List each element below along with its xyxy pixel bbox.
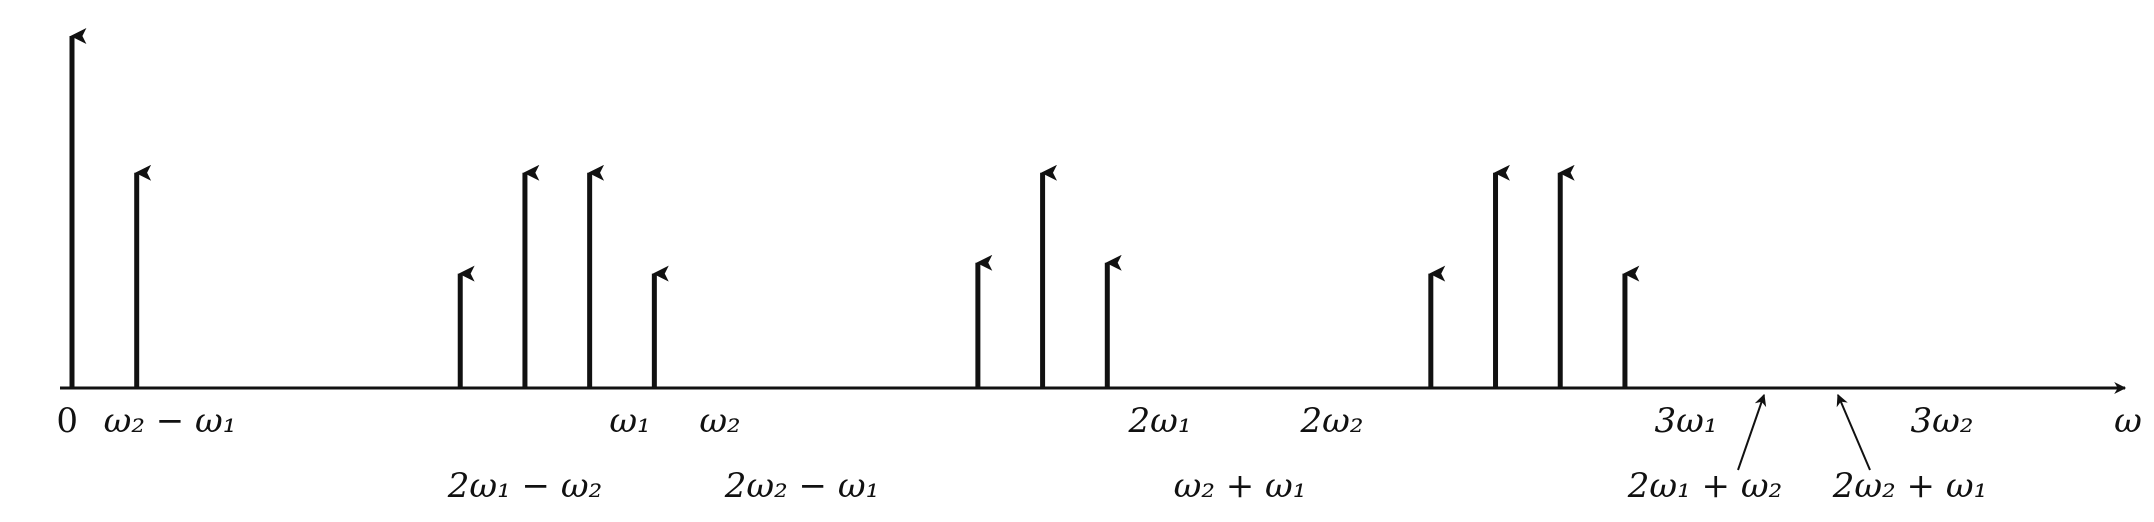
pointer-2w1-plus-w2: [1737, 393, 1767, 471]
origin-label: 0: [56, 401, 78, 441]
label-2w1-minus-w2: 2ω₁ − ω₂: [447, 466, 602, 506]
label-2w1-plus-w2: 2ω₁ + ω₂: [1627, 466, 1782, 506]
axis-end-label: ω: [2114, 401, 2142, 441]
label-3w1: 3ω₁: [1655, 401, 1718, 441]
label-w2-minus-w1: ω₂ − ω₁: [104, 401, 237, 441]
label-2w2-minus-w1: 2ω₂ − ω₁: [724, 466, 879, 506]
label-2w2-plus-w1: 2ω₂ + ω₁: [1832, 466, 1987, 506]
spectral-lines: [69, 27, 1640, 388]
pointer-2w2-plus-w1: [1836, 393, 1871, 471]
label-3w2: 3ω₂: [1911, 401, 1974, 441]
label-2w2: 2ω₂: [1300, 401, 1364, 441]
label-w2: ω₂: [699, 401, 740, 441]
label-w1: ω₁: [609, 401, 650, 441]
label-2w1: 2ω₁: [1128, 401, 1192, 441]
label-w2-plus-w1: ω₂ + ω₁: [1174, 466, 1307, 506]
